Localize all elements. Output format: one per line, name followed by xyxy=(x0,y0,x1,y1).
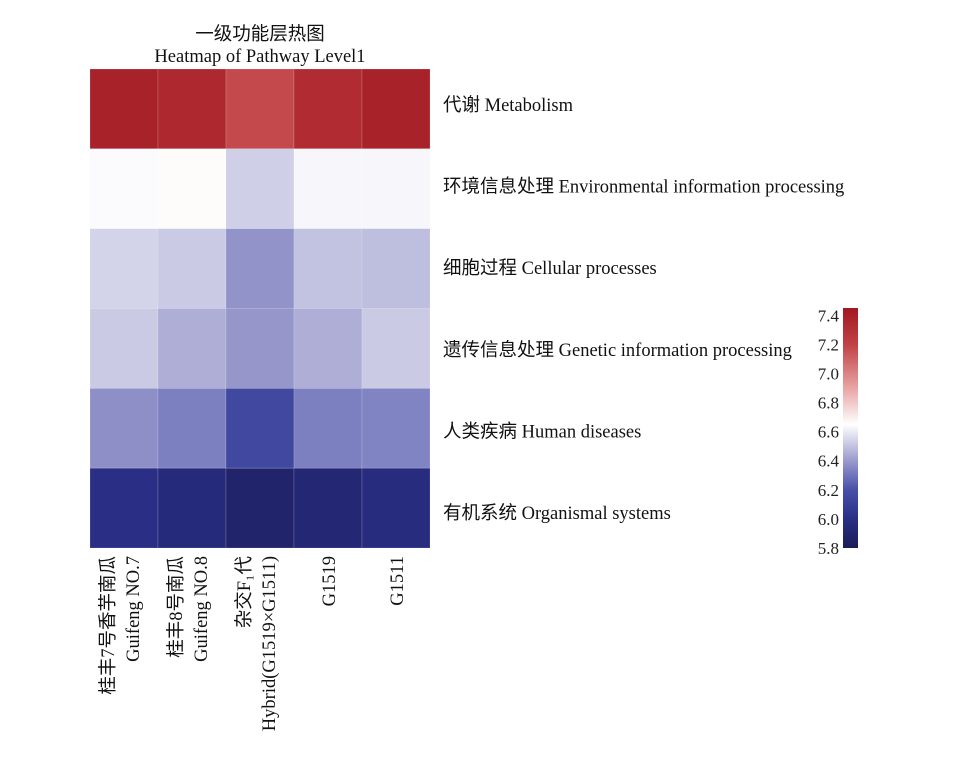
colorbar-tick-label: 6.4 xyxy=(818,452,840,471)
column-label: 杂交F₁代 xyxy=(234,556,255,629)
colorbar-tick-label: 7.0 xyxy=(818,365,839,384)
colorbar-tick-label: 5.8 xyxy=(818,539,839,558)
colorbar-bar xyxy=(843,308,858,548)
heatmap-cell xyxy=(293,308,363,389)
heatmap-grid xyxy=(89,68,431,549)
heatmap-cell xyxy=(293,467,363,549)
colorbar-tick-label: 6.2 xyxy=(818,481,839,500)
heatmap-cell xyxy=(157,467,227,549)
heatmap-cell xyxy=(225,388,295,469)
heatmap-cell xyxy=(361,467,431,549)
colorbar-tick-label: 7.4 xyxy=(818,306,840,325)
column-label: Guifeng NO.8 xyxy=(192,556,212,662)
column-label: 桂丰8号南瓜 xyxy=(166,556,187,658)
row-label: 代谢 Metabolism xyxy=(443,95,574,116)
heatmap-cell xyxy=(361,388,431,469)
heatmap-cell xyxy=(293,148,363,229)
colorbar: 7.4 7.2 7.0 6.8 6.6 6.4 6.2 6.0 5.8 xyxy=(818,306,858,558)
column-label: G1511 xyxy=(388,556,408,606)
heatmap-cell xyxy=(361,228,431,309)
column-labels: 桂丰7号香芋南瓜 Guifeng NO.7 桂丰8号南瓜 Guifeng NO.8 杂交… xyxy=(98,556,408,732)
row-labels: 代谢 Metabolism 环境信息处理 Environmental inform… xyxy=(443,95,844,524)
heatmap-cell xyxy=(225,228,295,309)
heatmap-cell xyxy=(89,467,159,549)
row-label: 环境信息处理 Environmental information process… xyxy=(443,177,844,198)
row-label: 细胞过程 Cellular processes xyxy=(443,258,657,279)
row-label: 人类疾病 Human diseases xyxy=(443,421,641,442)
column-label: 桂丰7号香芋南瓜 xyxy=(98,556,119,695)
chart-subtitle: Heatmap of Pathway Level1 xyxy=(154,47,365,67)
heatmap-cell xyxy=(89,68,159,150)
column-label: G1519 xyxy=(320,556,340,606)
row-label: 遗传信息处理 Genetic information processing xyxy=(443,340,792,361)
heatmap-cell xyxy=(157,308,227,389)
heatmap-cell xyxy=(293,388,363,469)
colorbar-tick-label: 7.2 xyxy=(818,335,839,354)
heatmap-cell xyxy=(157,388,227,469)
heatmap-cell xyxy=(157,68,227,150)
heatmap-cell xyxy=(361,148,431,229)
row-label: 有机系统 Organismal systems xyxy=(443,503,671,524)
colorbar-tick-label: 6.8 xyxy=(818,394,839,413)
heatmap-cell xyxy=(157,228,227,309)
colorbar-tick-label: 6.6 xyxy=(818,423,839,442)
heatmap-cell xyxy=(293,228,363,309)
heatmap-cell xyxy=(89,308,159,389)
column-label: Guifeng NO.7 xyxy=(124,556,144,662)
heatmap-cell xyxy=(89,148,159,229)
colorbar-tick-label: 6.0 xyxy=(818,510,839,529)
heatmap-cell xyxy=(225,308,295,389)
heatmap-cell xyxy=(225,148,295,229)
chart-title: 一级功能层热图 xyxy=(195,24,325,45)
heatmap-cell xyxy=(225,467,295,549)
heatmap-cell xyxy=(361,308,431,389)
heatmap-cell xyxy=(225,68,295,150)
heatmap-cell xyxy=(293,68,363,150)
heatmap-cell xyxy=(157,148,227,229)
heatmap-cell xyxy=(89,228,159,309)
heatmap-cell xyxy=(361,68,431,150)
column-label: Hybrid(G1519×G1511) xyxy=(260,556,280,731)
heatmap-cell xyxy=(89,388,159,469)
